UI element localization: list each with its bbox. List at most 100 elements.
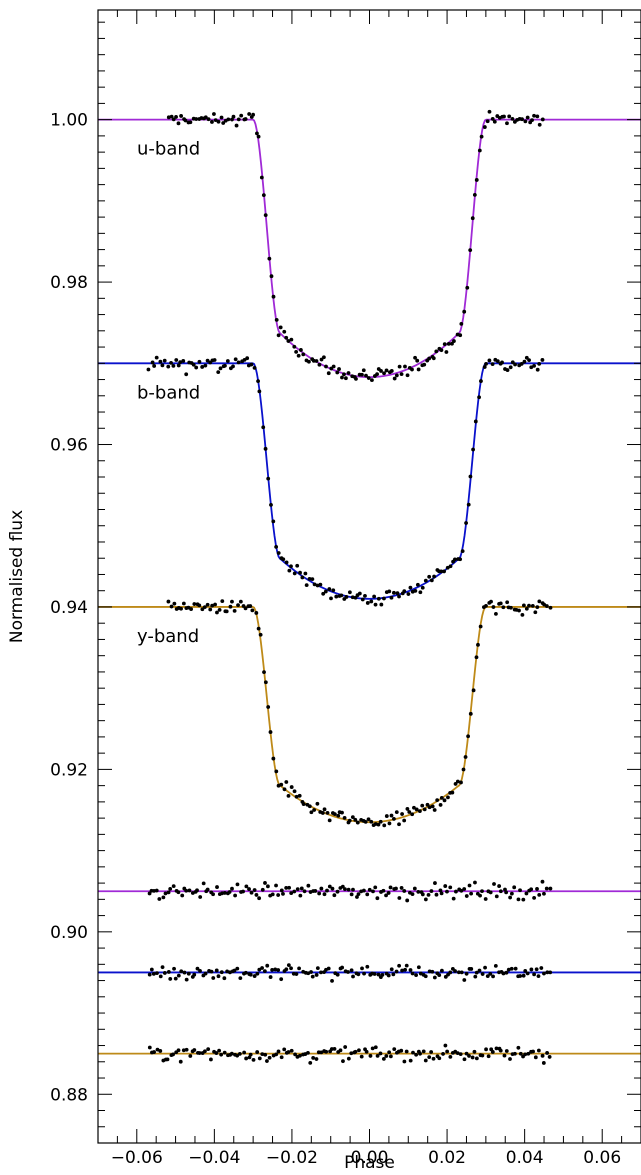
data-point [271,756,276,761]
data-point [423,897,428,902]
data-point [200,365,205,369]
data-point [545,1051,549,1055]
data-point [461,767,466,772]
data-point [265,963,270,968]
data-point [284,335,289,340]
data-point [432,574,437,579]
data-point [472,1049,477,1054]
data-point [501,971,506,976]
data-point [547,1055,552,1059]
data-point [183,118,188,123]
data-point [427,356,432,361]
data-point [520,612,525,617]
data-point [274,883,278,888]
x-tick-label: −0.06 [111,1148,163,1168]
data-point [303,571,308,576]
data-point [247,112,252,116]
data-point [314,973,319,977]
data-point [262,670,266,674]
data-point [439,891,444,896]
data-point [458,333,463,338]
data-point [529,967,534,972]
data-point [353,595,358,600]
data-point [184,372,189,377]
data-point [241,889,245,894]
data-point [437,973,442,977]
data-point [462,978,467,982]
data-point [356,892,361,897]
data-point [166,970,171,974]
data-point [271,294,276,299]
data-point [189,607,193,611]
data-point [523,969,528,973]
data-point [366,817,371,822]
data-point [198,968,202,973]
data-point [422,362,427,367]
data-point [309,970,313,974]
data-point [375,1053,380,1058]
data-point [299,348,303,352]
data-point [213,602,217,607]
data-point [331,588,336,593]
data-point [532,972,537,977]
data-point [279,1055,284,1060]
data-point [329,596,333,601]
data-point [310,974,315,979]
data-point [361,368,366,373]
data-point [405,373,410,378]
data-point [172,966,176,971]
data-point [439,348,444,353]
data-point [518,1051,523,1056]
data-point [182,970,187,975]
data-point [365,601,370,605]
data-point [176,890,181,895]
data-point [438,803,443,807]
data-point [404,963,409,968]
data-point [295,887,300,891]
data-point [469,891,474,896]
data-point [276,551,281,555]
data-point [308,1060,313,1065]
data-point [417,809,422,814]
data-point [237,1052,242,1056]
data-point [254,611,259,615]
data-point [522,359,527,364]
data-point [326,371,331,376]
data-point [263,1052,268,1057]
data-point [340,810,344,815]
data-point [463,755,468,759]
data-point [171,117,176,122]
data-point [351,887,355,892]
data-point [344,595,349,599]
data-point [314,359,319,363]
data-point [422,807,427,812]
data-point [162,971,167,975]
data-point [487,358,492,363]
data-point [477,395,481,400]
data-point [322,355,326,360]
data-point [402,1059,407,1064]
data-point [231,364,235,369]
data-point [357,591,362,596]
data-point [387,589,392,594]
data-point [507,114,512,119]
data-point [284,560,289,565]
data-point [418,590,423,595]
data-point [343,887,347,892]
data-point [321,591,326,596]
data-point [470,1055,475,1060]
data-point [274,769,279,774]
data-point [233,893,238,898]
data-point [503,887,507,892]
data-point [318,582,323,587]
data-point [381,1056,386,1061]
data-point [415,358,420,363]
data-point [233,357,238,362]
data-point [152,1050,156,1054]
data-point [369,819,374,824]
data-point [149,967,154,972]
data-point [160,965,165,970]
data-point [278,325,283,330]
data-point [195,966,200,971]
data-point [427,1055,432,1060]
